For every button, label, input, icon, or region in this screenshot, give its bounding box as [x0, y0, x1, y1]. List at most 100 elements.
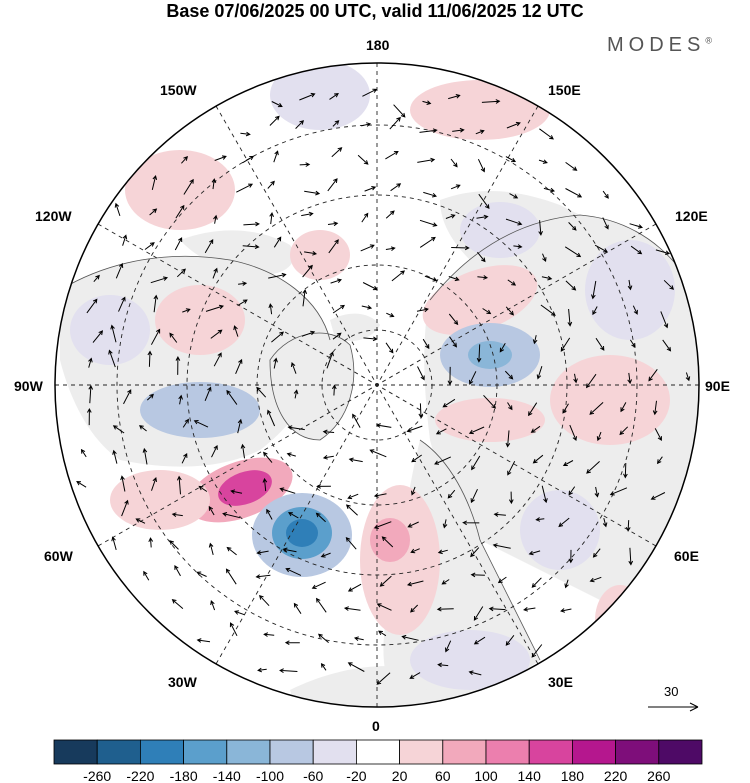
- wind-arrow: [266, 508, 273, 520]
- wind-arrow: [271, 331, 285, 343]
- wind-arrow: [410, 548, 420, 554]
- wind-arrow: [347, 662, 365, 672]
- colorbar-tick-label: 20: [392, 768, 408, 783]
- wind-arrow: [562, 403, 569, 414]
- colorbar-cell: [658, 739, 703, 765]
- wind-arrow: [447, 366, 453, 386]
- wind-arrow: [327, 178, 338, 192]
- wind-arrow: [442, 398, 456, 408]
- wind-arrow: [322, 429, 335, 435]
- wind-arrow: [146, 393, 154, 401]
- wind-arrow: [204, 238, 214, 254]
- wind-arrow: [523, 607, 536, 612]
- wind-arrow: [662, 339, 672, 352]
- wind-arrow: [448, 276, 460, 282]
- wind-arrow: [513, 244, 523, 249]
- lon-label-30w: 30W: [168, 674, 197, 690]
- wind-arrow: [468, 670, 482, 676]
- wind-arrow: [210, 329, 223, 339]
- wind-arrow: [135, 518, 146, 524]
- wind-arrow: [76, 481, 87, 488]
- wind-arrow: [242, 155, 255, 164]
- wind-arrow: [441, 579, 450, 585]
- wind-arrow: [422, 100, 432, 105]
- wind-arrow: [373, 493, 387, 498]
- wind-arrow: [328, 239, 339, 254]
- wind-arrow: [385, 246, 396, 251]
- wind-arrow: [193, 420, 209, 428]
- wind-arrow: [273, 357, 278, 369]
- wind-arrow: [237, 299, 248, 307]
- wind-arrow: [482, 308, 492, 315]
- brand-name: MODES: [607, 34, 706, 56]
- wind-arrow: [509, 193, 519, 199]
- wind-arrow: [364, 186, 377, 192]
- wind-arrow: [86, 407, 92, 426]
- wind-arrow: [311, 581, 326, 589]
- wind-arrow: [242, 244, 260, 250]
- wind-arrow: [214, 155, 227, 161]
- wind-arrow: [287, 512, 299, 519]
- wind-arrow: [174, 237, 183, 251]
- wind-arrow: [609, 487, 628, 496]
- wind-arrow: [332, 304, 345, 314]
- wind-arrow: [445, 214, 456, 219]
- wind-arrow: [88, 384, 94, 404]
- wind-arrow: [452, 127, 465, 133]
- map-disc: [55, 63, 699, 707]
- wind-arrow: [212, 267, 218, 279]
- wind-arrow: [573, 373, 578, 384]
- wind-arrow: [267, 180, 275, 189]
- wind-arrow: [652, 400, 658, 416]
- wind-arrow: [112, 449, 118, 464]
- lon-label-0: 0: [372, 718, 380, 734]
- wind-arrow: [535, 517, 545, 522]
- lon-label-60w: 60W: [44, 548, 73, 564]
- wind-arrow: [483, 394, 497, 409]
- wind-arrow: [620, 402, 627, 413]
- wind-arrow: [175, 356, 181, 375]
- wind-arrow: [362, 88, 378, 97]
- wind-arrow: [592, 306, 598, 316]
- wind-arrow: [625, 520, 631, 532]
- wind-arrow: [293, 389, 299, 399]
- wind-arrow: [417, 366, 425, 381]
- wind-arrow: [169, 332, 178, 343]
- colorbar-cell: [355, 739, 400, 765]
- wind-arrow: [619, 426, 629, 436]
- wind-arrow: [263, 632, 275, 637]
- colorbar-tick-label: 180: [561, 768, 585, 783]
- wind-arrow: [361, 212, 369, 223]
- wind-arrow: [153, 294, 159, 313]
- wind-arrow: [299, 92, 316, 101]
- wind-arrow: [468, 426, 485, 435]
- wind-arrow: [564, 579, 569, 589]
- wind-arrow: [176, 268, 186, 278]
- wind-arrow: [226, 389, 238, 405]
- wind-arrow: [602, 190, 609, 199]
- wind-arrow: [471, 455, 481, 471]
- map-boundary: [54, 62, 700, 708]
- wind-arrow: [240, 443, 246, 459]
- wind-arrow: [406, 580, 424, 587]
- wind-arrow: [115, 262, 124, 279]
- wind-arrow: [347, 583, 362, 592]
- wind-arrow: [411, 454, 422, 463]
- wind-arrow: [238, 281, 248, 286]
- lon-label-90e: 90E: [705, 378, 730, 394]
- colorbar-cell: [269, 739, 314, 765]
- wind-arrow: [407, 521, 419, 528]
- wind-arrow: [357, 154, 369, 165]
- wind-arrow: [530, 425, 541, 433]
- wind-arrow: [273, 150, 279, 163]
- wind-arrow: [330, 278, 342, 284]
- wind-arrow: [118, 296, 126, 312]
- lon-label-180: 180: [366, 37, 390, 53]
- wind-arrow: [256, 550, 269, 555]
- colorbar-cell: [485, 739, 530, 765]
- wind-arrow: [369, 449, 387, 458]
- wind-arrow: [585, 373, 597, 389]
- wind-arrow: [507, 402, 513, 411]
